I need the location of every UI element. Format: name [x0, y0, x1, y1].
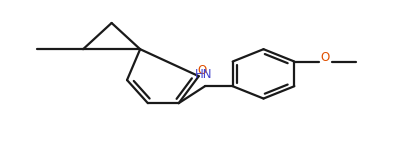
Text: O: O	[321, 51, 330, 64]
Text: HN: HN	[195, 68, 212, 81]
Text: O: O	[197, 64, 206, 77]
